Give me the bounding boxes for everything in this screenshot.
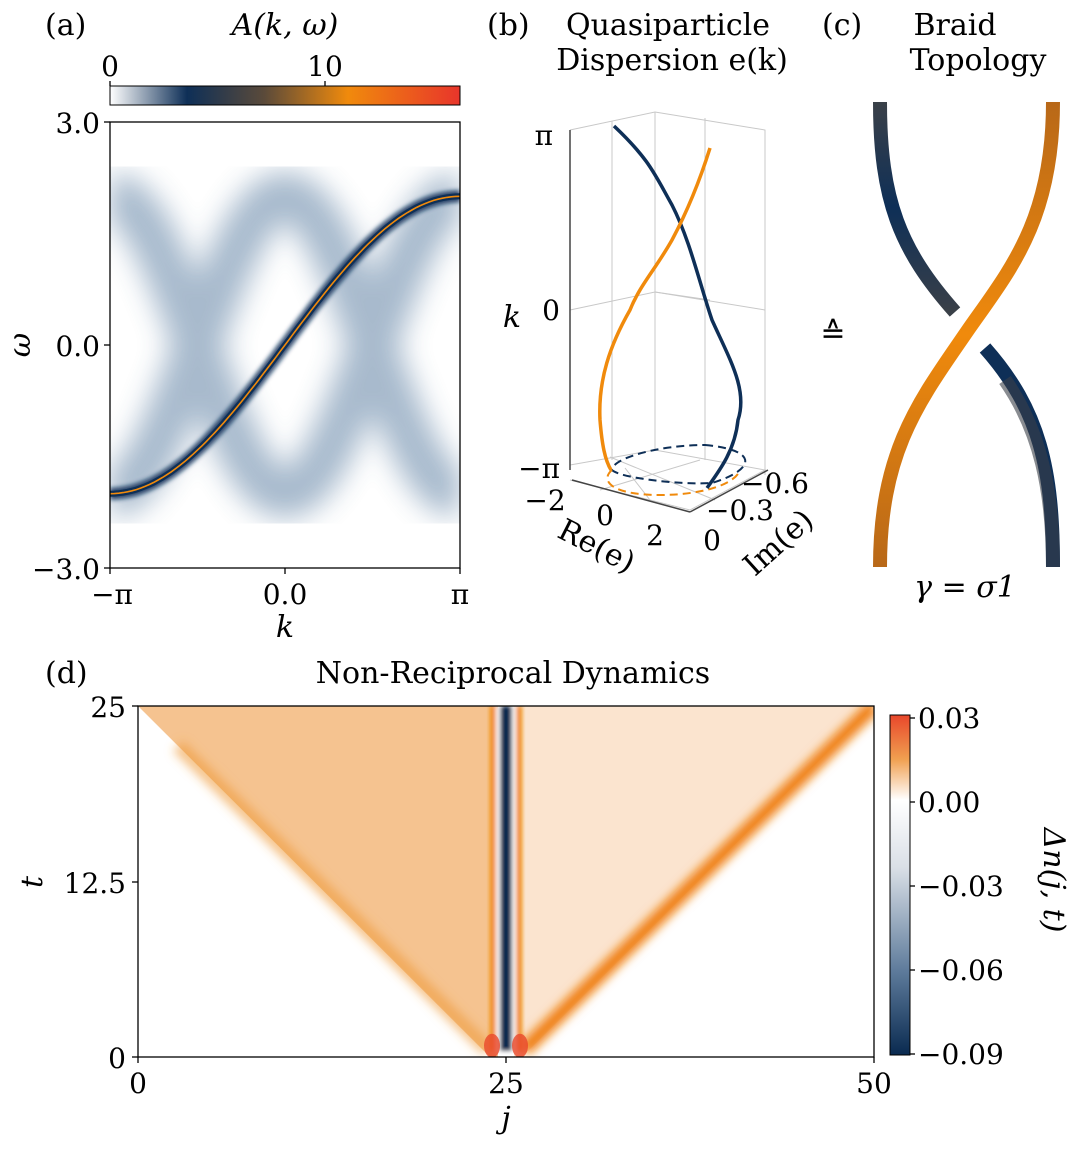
series-orange: [598, 147, 712, 471]
panel-b-title-line1: Quasiparticle: [566, 8, 770, 43]
x-axis-label: j: [495, 1101, 510, 1136]
right-front: [519, 706, 874, 1055]
re-axis-line: [571, 479, 691, 513]
y-tick-label: 12.5: [64, 867, 126, 900]
y-tick-label: 3.0: [55, 107, 100, 140]
projection-navy: [610, 443, 747, 485]
panel-b: (b) Quasiparticle Dispersion e(k) π 0 −π: [487, 8, 821, 583]
x-tick-label: π: [451, 578, 469, 611]
re-tick-label: −2: [524, 484, 565, 517]
colorbar-a-tick: 0: [101, 50, 119, 83]
colorbar-d-tick: 0.00: [918, 786, 980, 819]
colorbar-d-tick: −0.03: [918, 870, 1004, 903]
panel-d-letter: (d): [45, 656, 88, 691]
braid-formula: γ = σ1: [914, 570, 1016, 605]
panel-d-title: Non-Reciprocal Dynamics: [316, 656, 710, 691]
y-tick-label: −3.0: [32, 553, 100, 586]
x-axis-label: k: [276, 610, 294, 645]
braid-strand-orange: [873, 101, 1060, 568]
re-tick-label: 0: [596, 499, 614, 532]
panel-b-title-line2: Dispersion e(k): [556, 43, 788, 78]
panel-c: (c) Braid Topology ≙ γ = σ1: [820, 8, 1060, 605]
k-tick-label: π: [535, 119, 553, 152]
left-source-spot: [484, 1033, 500, 1057]
heatmap-a: [110, 122, 460, 568]
k-tick-label: 0: [542, 294, 560, 327]
y-axis-label: ω: [3, 333, 38, 357]
broad-band: [110, 172, 460, 518]
left-front: [173, 741, 493, 1055]
y-tick-label: 0.0: [55, 330, 100, 363]
fronts: [173, 706, 874, 1055]
x-tick-label: 0: [129, 1067, 147, 1100]
equivalence-symbol: ≙: [820, 316, 845, 351]
colorbar-a-tick: 10: [307, 50, 343, 83]
im-tick-label: −0.3: [706, 494, 774, 527]
center-column: [490, 706, 522, 1053]
heatmap-d: [138, 706, 874, 1057]
y-tick-label: 25: [90, 691, 126, 724]
re-tick-label: 2: [646, 519, 664, 552]
im-axis-line: [689, 469, 769, 513]
k-tick-label: −π: [518, 452, 560, 485]
broad-band: [110, 172, 460, 518]
colorbar-d-tick: 0.03: [918, 702, 980, 735]
panel-c-title-line2: Topology: [910, 43, 1047, 78]
x-tick-label: 50: [856, 1067, 892, 1100]
colorbar-a-label: A(k, ω): [229, 8, 339, 43]
panel-a-letter: (a): [45, 8, 86, 43]
x-tick-label: −π: [91, 578, 133, 611]
projection-orange: [606, 469, 741, 497]
colorbar-d-label: Δn(j, t): [1036, 827, 1071, 933]
x-tick-label: 0.0: [263, 578, 308, 611]
panel-d: (d) Non-Reciprocal Dynamics 25 12.5 0 0 …: [15, 656, 1071, 1136]
panel-c-title-line1: Braid: [913, 8, 996, 43]
k-axis-label: k: [503, 300, 521, 335]
right-source-spot: [512, 1033, 528, 1057]
x-tick-label: 25: [488, 1067, 524, 1100]
im-tick-label: 0: [703, 524, 721, 557]
panel-a: (a) A(k, ω) 0 10 3.0 0.0 −3.0 −π 0.0 π k…: [3, 8, 469, 645]
axes-b-grid: [569, 111, 767, 511]
sharp-band-core: [110, 195, 460, 495]
im-tick-label: −0.6: [741, 467, 809, 500]
y-axis-label: t: [15, 875, 50, 888]
colorbar-d-tick: −0.06: [918, 954, 1004, 987]
panel-c-letter: (c): [822, 8, 862, 43]
center-core: [500, 706, 512, 1051]
colorbar-d-tick: −0.09: [918, 1038, 1004, 1071]
panel-b-letter: (b): [487, 8, 530, 43]
y-tick-label: 0: [108, 1042, 126, 1075]
colorbar-a: [109, 85, 461, 106]
colorbar-d: [889, 714, 911, 1056]
braid-strand-navy-upper: [873, 101, 961, 317]
series-navy: [612, 124, 743, 490]
braid-strand-navy-tail: [999, 375, 1060, 568]
